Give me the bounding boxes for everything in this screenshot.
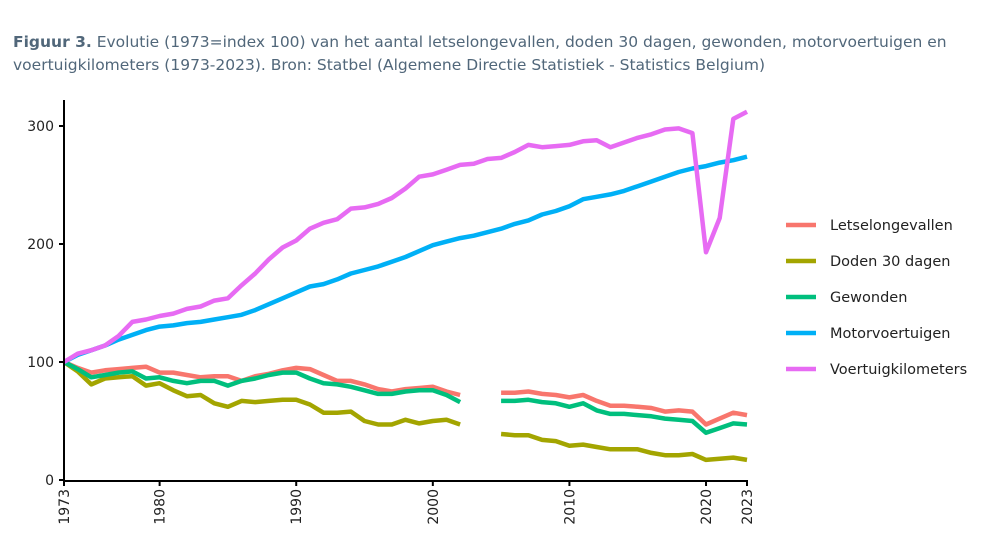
series-line-doden-30-dagen xyxy=(62,360,748,463)
y-axis-ticks: 0 100 200 300 xyxy=(27,119,64,489)
x-tick-label: 2020 xyxy=(699,489,715,525)
y-tick-label: 100 xyxy=(27,355,54,371)
x-axis-ticks: 1973 1980 1990 2000 2010 2020 2023 xyxy=(57,481,756,525)
figure-label: Figuur 3. xyxy=(13,33,92,51)
legend-label: Gewonden xyxy=(830,290,907,306)
series-line-gewonden xyxy=(62,360,748,436)
y-tick-label: 300 xyxy=(27,119,54,135)
x-tick-label: 1990 xyxy=(289,489,305,525)
figure-caption: Figuur 3. Evolutie (1973=index 100) van … xyxy=(13,31,983,77)
y-tick-label: 200 xyxy=(27,237,54,253)
legend-label: Motorvoertuigen xyxy=(830,326,950,342)
x-tick-label: 1980 xyxy=(153,489,169,525)
series-lines xyxy=(62,109,749,463)
x-tick-label: 2023 xyxy=(740,489,756,525)
y-tick-label: 0 xyxy=(45,473,54,489)
figure-caption-text: Evolutie (1973=index 100) van het aantal… xyxy=(13,33,947,74)
series-line-voertuigkilometers xyxy=(62,109,749,364)
legend-label: Letselongevallen xyxy=(830,218,953,234)
x-tick-label: 2000 xyxy=(426,489,442,525)
legend: Letselongevallen Doden 30 dagen Gewonden Mo… xyxy=(786,218,967,378)
legend-label: Voertuigkilometers xyxy=(830,362,967,378)
series-line-motorvoertuigen xyxy=(62,154,748,364)
x-tick-label: 2010 xyxy=(562,489,578,525)
x-tick-label: 1973 xyxy=(57,489,73,525)
legend-label: Doden 30 dagen xyxy=(830,254,950,270)
